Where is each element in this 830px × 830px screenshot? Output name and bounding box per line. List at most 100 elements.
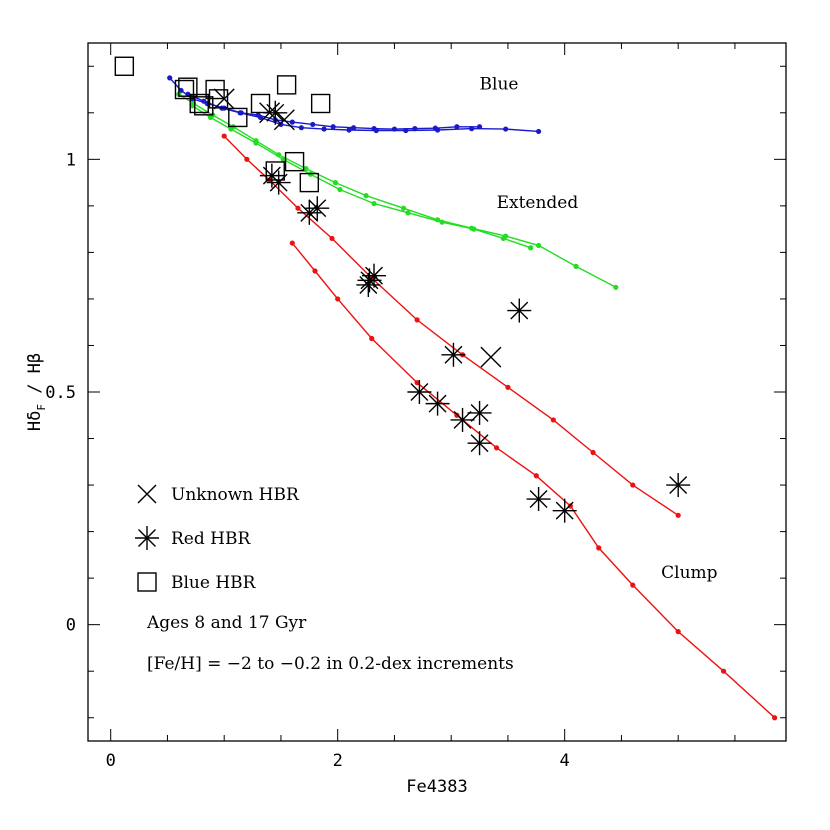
legend-label: Red HBR xyxy=(171,529,251,549)
y-axis-label-sub: F xyxy=(35,404,48,411)
model-point xyxy=(278,121,284,128)
model-point xyxy=(567,503,573,509)
x-tick-label: 2 xyxy=(333,751,343,771)
model-point xyxy=(346,127,352,133)
model-point xyxy=(471,226,477,232)
axis-ticks xyxy=(88,43,786,741)
model-point xyxy=(500,235,506,242)
model-point xyxy=(178,87,184,94)
model-point xyxy=(350,125,357,131)
red-hbr-marker xyxy=(425,391,450,416)
unknown-hbr-marker xyxy=(259,102,281,124)
legend-label: Unknown HBR xyxy=(171,485,300,505)
red-hbr-marker xyxy=(467,400,492,425)
model-point xyxy=(295,205,301,211)
model-point xyxy=(298,125,304,131)
model-point xyxy=(330,124,336,130)
blue-hbr-marker xyxy=(228,107,248,128)
legend-marker-asterisk xyxy=(135,526,159,550)
model-point xyxy=(573,263,579,269)
blue-hbr-marker xyxy=(250,93,271,114)
model-point xyxy=(303,166,309,172)
model-point xyxy=(493,445,500,451)
group-labels: Blue Extended Clump xyxy=(480,75,718,584)
model-point xyxy=(201,98,207,104)
model-point xyxy=(167,75,173,81)
model-point xyxy=(185,91,191,97)
red-hbr-marker xyxy=(666,473,691,498)
model-point xyxy=(414,317,420,323)
red-hbr-marker xyxy=(552,498,577,523)
red-hbr-marker xyxy=(441,342,466,367)
unknown-hbr-marker xyxy=(480,346,502,368)
model-point xyxy=(369,335,375,342)
model-point xyxy=(373,127,379,134)
legend-marker-square xyxy=(137,572,157,592)
model-point xyxy=(332,180,339,186)
model-point xyxy=(720,668,727,674)
model-point xyxy=(503,126,509,132)
model-line-clump xyxy=(223,135,679,516)
red-hbr-marker xyxy=(266,170,291,195)
model-point xyxy=(535,128,542,135)
blue-hbr-marker xyxy=(178,77,198,97)
model-point xyxy=(528,245,534,251)
red-hbr-marker xyxy=(305,196,330,221)
model-line-extended xyxy=(178,93,617,288)
model-point xyxy=(590,449,596,456)
model-point xyxy=(772,715,778,721)
blue-hbr-marker xyxy=(284,151,305,172)
x-tick-label: 0 xyxy=(106,751,116,771)
model-point xyxy=(337,186,343,193)
model-point xyxy=(189,103,196,109)
blue-hbr-marker xyxy=(299,172,320,193)
model-point xyxy=(403,127,409,134)
model-point xyxy=(289,240,295,246)
model-point xyxy=(257,114,264,121)
model-point xyxy=(630,482,636,488)
y-axis-label-base: Hδ xyxy=(25,411,45,431)
model-point xyxy=(675,629,681,635)
model-point xyxy=(400,205,407,211)
red-hbr-marker xyxy=(467,431,492,456)
red-hbr-marker xyxy=(362,263,387,288)
model-lines xyxy=(167,75,778,721)
model-point xyxy=(630,582,636,588)
model-point xyxy=(550,417,556,423)
blue-hbr-marker xyxy=(174,79,195,100)
group-label-extended: Extended xyxy=(497,193,579,213)
red-hbr-marker xyxy=(507,298,532,323)
blue-hbr-marker xyxy=(208,89,229,109)
model-point xyxy=(535,242,542,249)
model-point xyxy=(280,156,286,162)
model-point xyxy=(253,140,259,146)
red-hbr-marker xyxy=(263,100,288,125)
model-point xyxy=(207,114,214,121)
model-point xyxy=(312,268,318,274)
blue-hbr-marker xyxy=(114,56,135,76)
model-point xyxy=(675,512,681,518)
model-point xyxy=(596,545,602,551)
model-point xyxy=(505,384,511,390)
model-point xyxy=(439,219,445,225)
y-axis-label: HδF / Hβ xyxy=(25,353,48,431)
red-hbr-marker xyxy=(407,380,432,404)
red-hbr-marker xyxy=(450,407,475,432)
blue-hbr-marker xyxy=(194,96,214,116)
model-point xyxy=(321,126,327,132)
x-tick-label: 4 xyxy=(560,751,570,771)
data-markers xyxy=(114,56,691,523)
blue-hbr-marker xyxy=(276,75,297,95)
model-point xyxy=(363,193,369,199)
model-point xyxy=(613,284,619,290)
model-point xyxy=(329,235,335,242)
legend-note: Ages 8 and 17 Gyr xyxy=(146,613,307,633)
model-point xyxy=(244,156,250,162)
tick-labels: 0 2 4 0 0.5 1 xyxy=(45,150,570,771)
group-label-blue: Blue xyxy=(480,75,519,95)
unknown-hbr-marker xyxy=(213,88,235,110)
model-point xyxy=(414,380,420,386)
x-axis-label: Fe4383 xyxy=(406,777,467,797)
red-hbr-marker xyxy=(356,272,381,297)
